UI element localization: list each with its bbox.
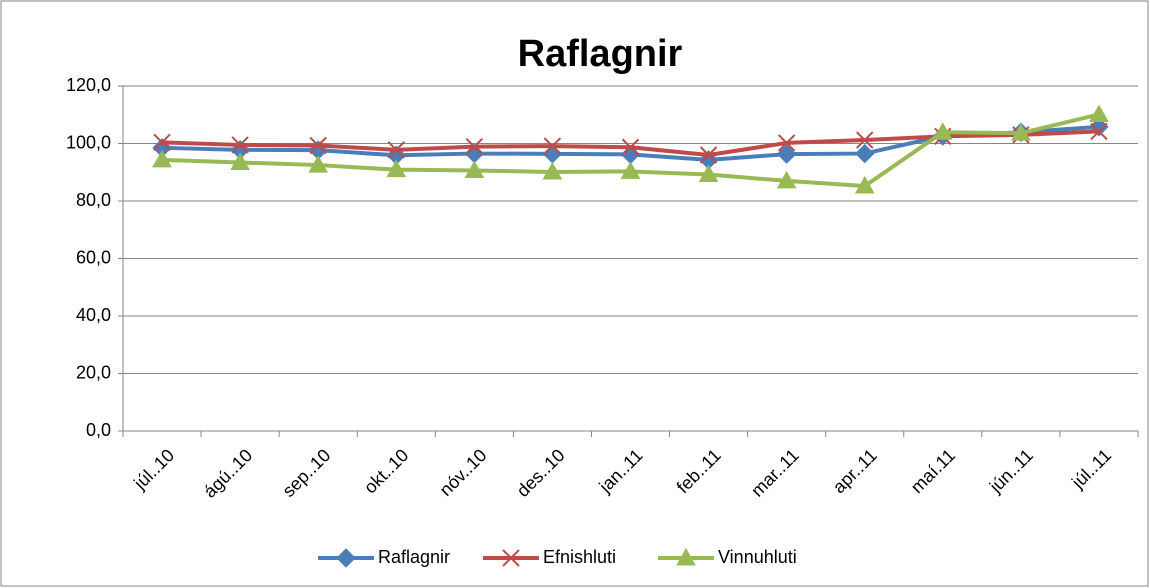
data-point — [1089, 104, 1109, 122]
y-tick-label: 20,0 — [76, 362, 111, 382]
data-point — [1011, 123, 1031, 141]
data-point — [231, 136, 249, 154]
y-tick-label: 60,0 — [76, 247, 111, 267]
data-point — [776, 170, 797, 189]
chart-title: Raflagnir — [518, 33, 683, 75]
data-point — [854, 176, 875, 194]
legend-marker — [676, 547, 696, 566]
y-tick-label: 0,0 — [86, 420, 111, 440]
data-point — [543, 137, 562, 155]
data-point — [699, 146, 718, 164]
legend-label: Vinnuhluti — [718, 547, 797, 567]
y-tick-label: 40,0 — [76, 305, 111, 325]
data-point — [1089, 117, 1109, 137]
data-point — [855, 143, 875, 164]
data-point — [464, 160, 485, 179]
data-point — [698, 164, 719, 183]
y-tick-label: 120,0 — [66, 75, 111, 95]
y-tick-label: 80,0 — [76, 190, 111, 210]
data-point — [777, 134, 796, 152]
data-point — [465, 137, 484, 156]
data-point — [153, 133, 171, 152]
y-tick-label: 100,0 — [66, 132, 111, 152]
legend-label: Raflagnir — [378, 547, 450, 567]
data-point — [387, 141, 405, 159]
legend-marker — [502, 549, 520, 567]
data-point — [856, 131, 874, 149]
data-point — [309, 136, 327, 155]
data-point — [230, 152, 250, 170]
data-point — [152, 149, 172, 168]
data-point — [932, 122, 953, 140]
data-point — [542, 161, 563, 180]
legend-marker — [336, 548, 356, 568]
data-point — [308, 155, 329, 173]
data-point — [386, 159, 407, 178]
legend-label: Efnishluti — [543, 547, 616, 567]
data-point — [776, 144, 797, 164]
data-point — [620, 161, 641, 179]
data-point — [621, 138, 640, 156]
data-point — [1090, 122, 1108, 141]
